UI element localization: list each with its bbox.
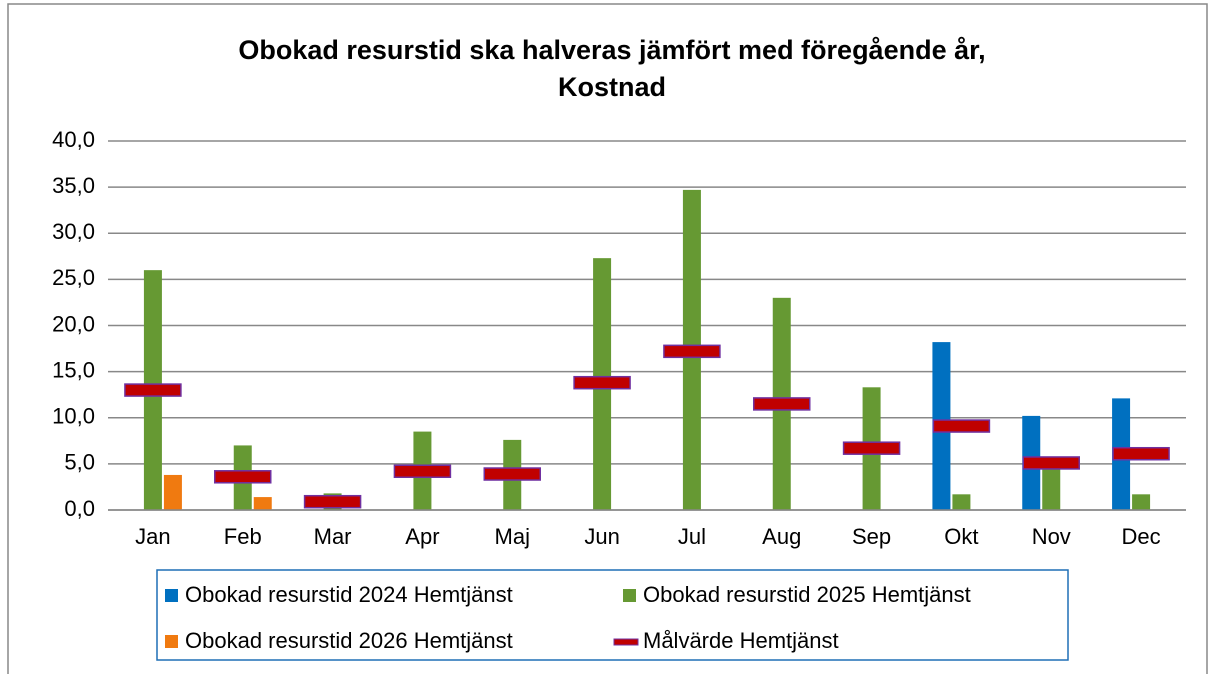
legend-swatch xyxy=(623,589,636,602)
legend-swatch xyxy=(165,589,178,602)
x-tick-label: Feb xyxy=(224,524,262,549)
target-marker xyxy=(393,464,452,479)
y-tick-label: 40,0 xyxy=(52,127,95,152)
chart-title: Kostnad xyxy=(558,72,666,102)
legend-swatch xyxy=(165,635,178,648)
x-tick-label: Mar xyxy=(314,524,352,549)
legend-swatch xyxy=(613,638,639,646)
y-tick-label: 20,0 xyxy=(52,311,95,336)
bar xyxy=(163,474,182,510)
y-tick-label: 0,0 xyxy=(64,496,95,521)
legend-label: Obokad resurstid 2025 Hemtjänst xyxy=(643,582,971,607)
target-marker xyxy=(573,375,631,390)
target-marker xyxy=(1112,446,1170,461)
legend-label: Målvärde Hemtjänst xyxy=(643,628,839,653)
target-marker xyxy=(1022,456,1080,470)
target-marker xyxy=(483,467,541,481)
y-tick-label: 10,0 xyxy=(52,404,95,429)
legend-label: Obokad resurstid 2026 Hemtjänst xyxy=(185,628,513,653)
bar xyxy=(1042,464,1061,510)
bar xyxy=(1132,494,1151,510)
target-marker xyxy=(932,419,991,433)
target-marker xyxy=(214,470,272,484)
bar xyxy=(952,494,971,510)
y-tick-label: 30,0 xyxy=(52,219,95,244)
chart-title: Obokad resurstid ska halveras jämfört me… xyxy=(238,35,985,65)
x-tick-label: Okt xyxy=(944,524,978,549)
x-tick-label: Aug xyxy=(762,524,801,549)
x-tick-label: Jun xyxy=(584,524,619,549)
x-tick-label: Maj xyxy=(495,524,530,549)
target-marker xyxy=(663,344,721,359)
y-tick-label: 15,0 xyxy=(52,357,95,382)
target-marker xyxy=(753,397,811,411)
legend-label: Obokad resurstid 2024 Hemtjänst xyxy=(185,582,513,607)
x-tick-label: Nov xyxy=(1032,524,1071,549)
y-tick-label: 5,0 xyxy=(64,450,95,475)
x-tick-label: Sep xyxy=(852,524,891,549)
target-marker xyxy=(842,441,901,455)
target-marker xyxy=(124,383,182,397)
x-tick-label: Dec xyxy=(1122,524,1161,549)
x-tick-label: Apr xyxy=(405,524,439,549)
bar xyxy=(253,497,272,510)
x-tick-label: Jan xyxy=(135,524,170,549)
legend xyxy=(156,569,1069,661)
target-marker xyxy=(303,494,362,509)
x-tick-label: Jul xyxy=(678,524,706,549)
y-tick-label: 35,0 xyxy=(52,173,95,198)
y-tick-label: 25,0 xyxy=(52,265,95,290)
